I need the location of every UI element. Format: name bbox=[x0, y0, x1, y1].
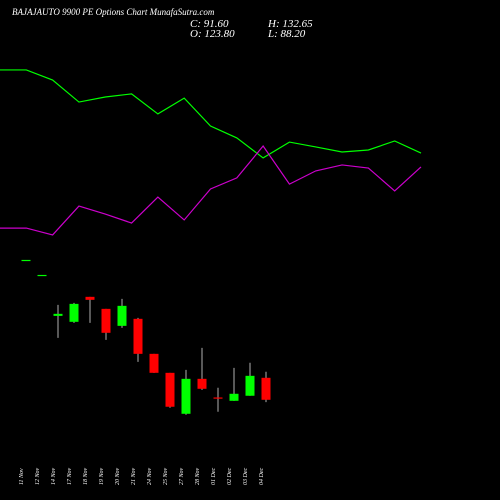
x-tick-label: 19 Nov bbox=[99, 467, 105, 485]
date-label-group: 28 Nov bbox=[195, 467, 201, 485]
candle-body bbox=[261, 377, 271, 400]
x-tick-label: 14 Nov bbox=[50, 467, 57, 485]
x-tick-label: 18 Nov bbox=[83, 467, 89, 485]
chart-title: BAJAJAUTO 9900 PE Options Chart MunafaSu… bbox=[12, 7, 215, 17]
candle-body bbox=[149, 353, 159, 373]
x-tick-label: 17 Nov bbox=[67, 467, 73, 485]
candle-body bbox=[181, 378, 191, 414]
candle-body bbox=[213, 397, 223, 399]
candle-body bbox=[245, 375, 255, 396]
x-tick-label: 24 Nov bbox=[146, 467, 153, 485]
date-label-group: 24 Nov bbox=[146, 467, 153, 485]
date-label-group: 25 Nov bbox=[163, 467, 169, 485]
x-tick-label: 25 Nov bbox=[163, 467, 169, 485]
x-tick-label: 01 Dec bbox=[211, 468, 217, 485]
date-label-group: 02 Dec bbox=[227, 468, 233, 485]
date-label-group: 14 Nov bbox=[50, 467, 57, 485]
candle-body bbox=[53, 313, 63, 316]
info-close: C: 91.60 bbox=[190, 18, 229, 30]
candle-body bbox=[21, 259, 31, 262]
candle-body bbox=[37, 274, 47, 277]
x-tick-label: 03 Dec bbox=[243, 468, 249, 485]
candle-body bbox=[85, 296, 95, 300]
info-open: O: 123.80 bbox=[190, 28, 235, 40]
candle-body bbox=[165, 372, 175, 407]
date-label-group: 20 Nov bbox=[115, 467, 121, 485]
candle-body bbox=[197, 378, 207, 389]
date-label-group: 11 Nov bbox=[19, 468, 25, 485]
x-tick-label: 20 Nov bbox=[115, 467, 121, 485]
x-tick-label: 02 Dec bbox=[227, 468, 233, 485]
indicator-line bbox=[0, 69, 422, 159]
date-label-group: 01 Dec bbox=[211, 468, 217, 485]
candle-body bbox=[229, 393, 239, 401]
x-tick-label: 21 Nov bbox=[131, 467, 137, 485]
candle-body bbox=[101, 308, 111, 333]
candle-body bbox=[69, 303, 79, 322]
x-tick-label: 12 Nov bbox=[35, 467, 41, 485]
x-tick-label: 27 Nov bbox=[179, 467, 185, 485]
info-low: L: 88.20 bbox=[267, 28, 306, 40]
date-label-group: 18 Nov bbox=[83, 467, 89, 485]
indicator-line bbox=[0, 145, 422, 236]
x-tick-label: 11 Nov bbox=[19, 468, 25, 485]
date-label-group: 27 Nov bbox=[179, 467, 185, 485]
date-label-group: 04 Dec bbox=[258, 468, 265, 485]
date-label-group: 03 Dec bbox=[243, 468, 249, 485]
info-high: H: 132.65 bbox=[267, 18, 313, 30]
x-tick-label: 04 Dec bbox=[258, 468, 265, 485]
date-label-group: 12 Nov bbox=[35, 467, 41, 485]
date-label-group: 21 Nov bbox=[131, 467, 137, 485]
candle-body bbox=[133, 318, 143, 354]
date-label-group: 19 Nov bbox=[99, 467, 105, 485]
x-tick-label: 28 Nov bbox=[195, 467, 201, 485]
date-label-group: 17 Nov bbox=[67, 467, 73, 485]
candle-body bbox=[117, 305, 127, 326]
